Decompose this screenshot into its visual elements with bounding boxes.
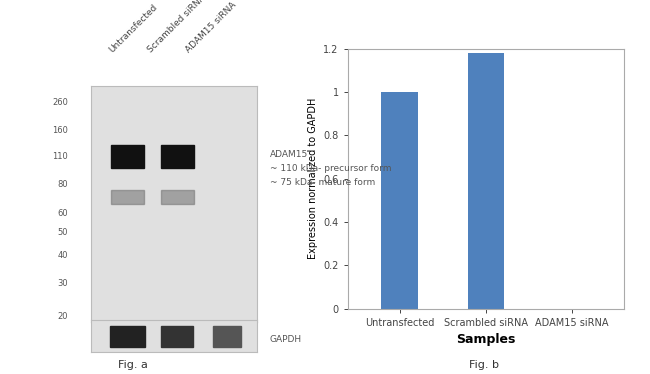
Text: ADAM15
~ 110 kDa- precursor form
~ 75 kDa- mature form: ADAM15 ~ 110 kDa- precursor form ~ 75 kD… — [270, 150, 391, 187]
Bar — [213, 326, 241, 347]
Y-axis label: Expression normalized to GAPDH: Expression normalized to GAPDH — [308, 98, 318, 259]
Text: 80: 80 — [58, 181, 68, 190]
Text: 260: 260 — [53, 98, 68, 107]
Bar — [468, 53, 504, 309]
Text: Fig. b: Fig. b — [469, 360, 499, 370]
Text: 20: 20 — [58, 312, 68, 321]
Text: 30: 30 — [58, 279, 68, 288]
Text: Scrambled siRNA: Scrambled siRNA — [146, 0, 207, 54]
Text: Fig. a: Fig. a — [118, 360, 148, 370]
Text: 60: 60 — [58, 209, 68, 218]
Text: 160: 160 — [53, 126, 68, 135]
X-axis label: Samples: Samples — [456, 333, 515, 346]
Bar — [161, 190, 194, 204]
Text: 110: 110 — [53, 152, 68, 161]
Text: 40: 40 — [58, 251, 68, 260]
Bar — [382, 92, 418, 309]
Bar — [110, 326, 145, 347]
Text: Untransfected: Untransfected — [107, 2, 159, 54]
Bar — [161, 326, 193, 347]
Text: ADAM15 siRNA: ADAM15 siRNA — [184, 0, 238, 54]
Text: 50: 50 — [58, 228, 68, 237]
Bar — [111, 190, 144, 204]
Bar — [161, 145, 194, 168]
Text: GAPDH: GAPDH — [270, 335, 302, 344]
Bar — [111, 145, 144, 168]
